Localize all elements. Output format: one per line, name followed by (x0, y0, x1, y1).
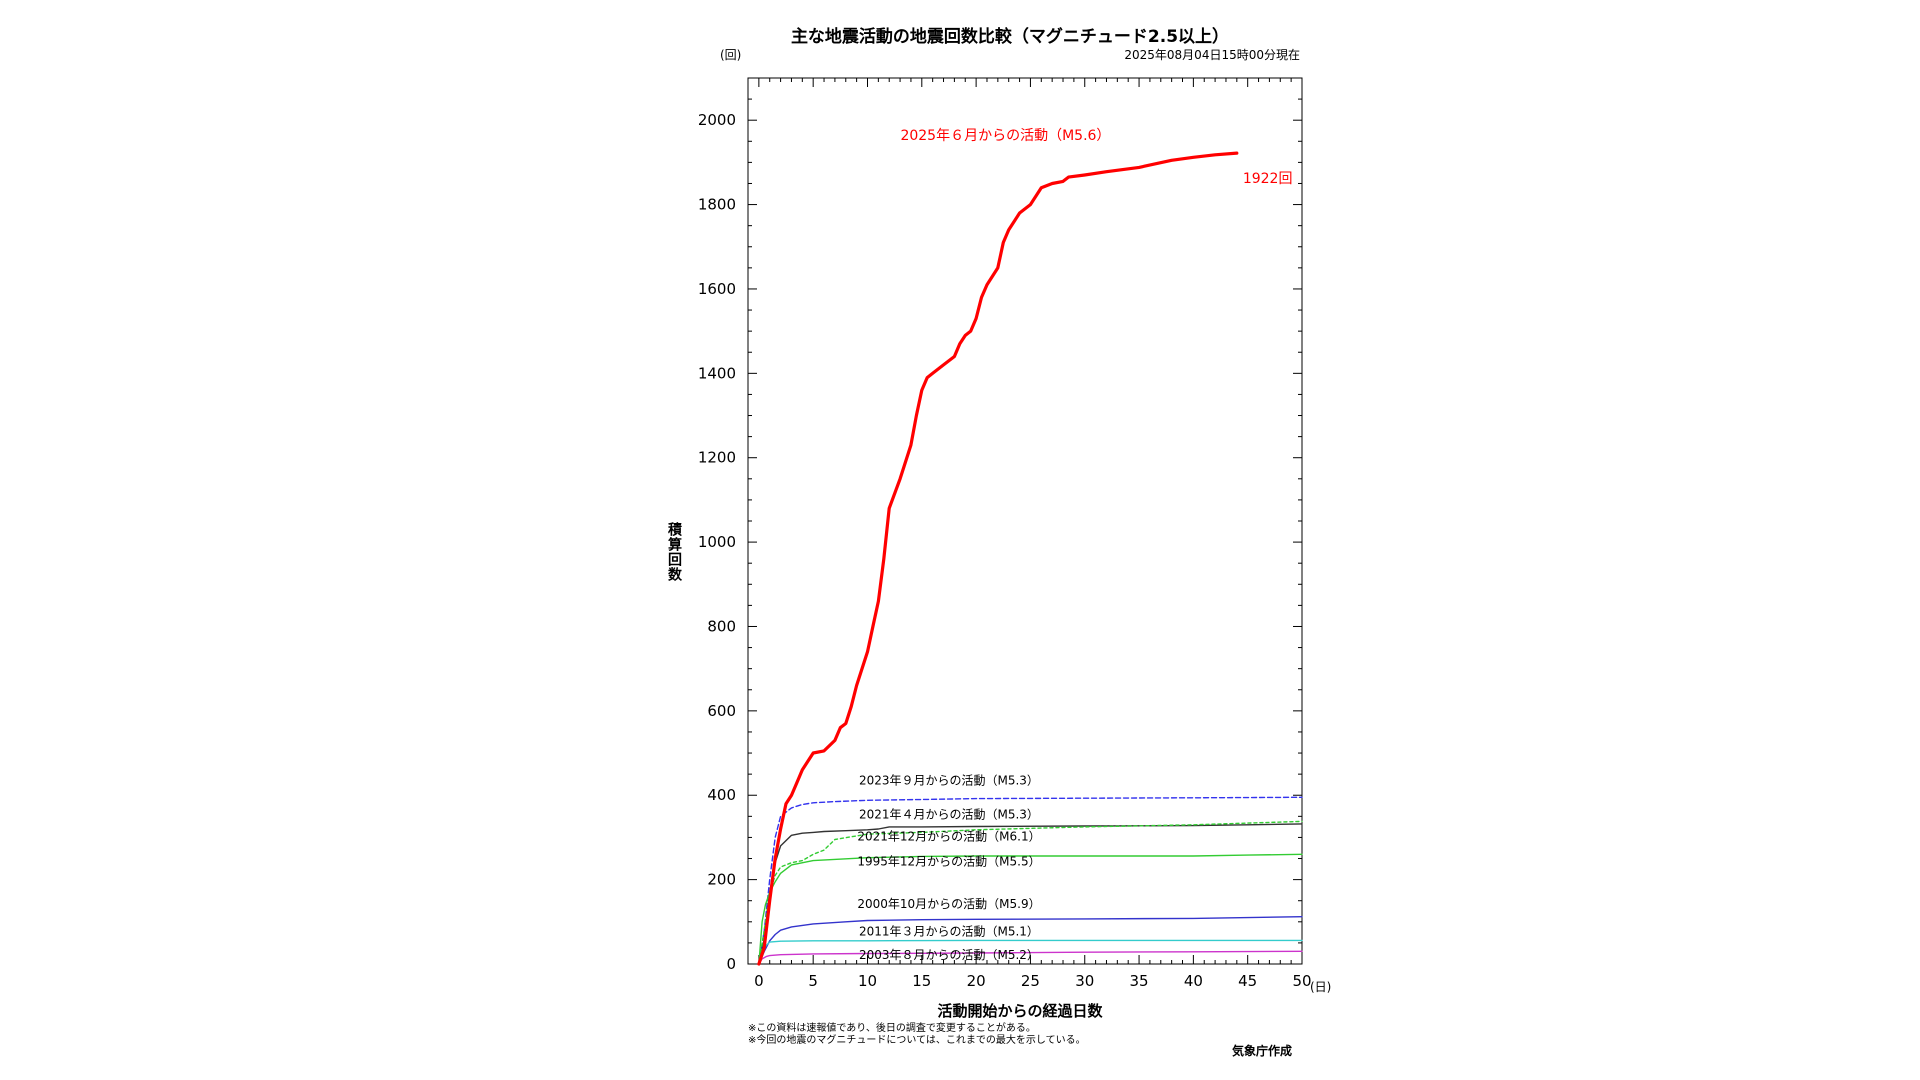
series-line-1 (758, 796, 1303, 965)
series-label-5: 2000年10月からの活動（M5.9） (857, 897, 1040, 911)
chart-title: 主な地震活動の地震回数比較（マグニチュード2.5以上） (790, 27, 1230, 47)
note-1: ※この資料は速報値であり、後日の調査で変更することがある。 (748, 1023, 1036, 1034)
x-tick-label: 5 (808, 972, 818, 990)
x-tick-label: 50 (1292, 972, 1311, 990)
x-tick-label: 30 (1075, 972, 1094, 990)
y-tick-label: 1000 (698, 533, 736, 551)
note-2: ※今回の地震のマグニチュードについては、これまでの最大を示している。 (748, 1035, 1086, 1046)
timestamp: 2025年08月04日15時00分現在 (1124, 48, 1300, 62)
series-label-2: 2021年４月からの活動（M5.3） (859, 807, 1039, 821)
x-axis-label: 活動開始からの経過日数 (937, 1002, 1103, 1020)
x-tick-label: 35 (1130, 972, 1149, 990)
y-axis-unit: (回) (720, 48, 742, 62)
x-tick-label: 0 (754, 972, 764, 990)
y-tick-label: 400 (707, 786, 736, 804)
y-axis-label: 積算回数 (666, 522, 682, 582)
y-tick-label: 1600 (698, 280, 736, 298)
x-tick-label: 25 (1021, 972, 1040, 990)
series-label-6: 2011年３月からの活動（M5.1） (859, 924, 1039, 938)
series-line-4 (758, 853, 1303, 965)
y-tick-label: 2000 (698, 111, 736, 129)
y-tick-label: 1400 (698, 364, 736, 382)
series-label-4: 1995年12月からの活動（M5.5） (857, 855, 1040, 869)
series-label-3: 2021年12月からの活動（M6.1） (857, 829, 1040, 843)
y-tick-label: 1800 (698, 196, 736, 214)
x-tick-label: 45 (1238, 972, 1257, 990)
series-line-5 (758, 916, 1303, 965)
y-tick-label: 1200 (698, 449, 736, 467)
notes: ※この資料は速報値であり、後日の調査で変更することがある。 ※今回の地震のマグニ… (748, 1023, 1086, 1047)
final-count-annotation: 1922回 (1243, 171, 1293, 187)
y-tick-label: 200 (707, 871, 736, 889)
series-label-0: 2025年６月からの活動（M5.6） (900, 128, 1110, 144)
x-axis-unit: (日) (1310, 980, 1332, 994)
series-label-7: 2003年８月からの活動（M5.2） (859, 948, 1039, 962)
y-tick-label: 600 (707, 702, 736, 720)
x-tick-label: 15 (912, 972, 931, 990)
y-tick-label: 0 (726, 955, 736, 973)
series-line-2 (758, 823, 1303, 965)
series-line-0 (757, 151, 1239, 966)
agency-credit: 気象庁作成 (1232, 1044, 1293, 1058)
y-tick-label: 800 (707, 617, 736, 635)
x-tick-label: 10 (858, 972, 877, 990)
x-tick-label: 40 (1184, 972, 1203, 990)
series-label-1: 2023年９月からの活動（M5.3） (859, 774, 1039, 788)
x-tick-label: 20 (967, 972, 986, 990)
series-line-7 (758, 950, 1303, 965)
